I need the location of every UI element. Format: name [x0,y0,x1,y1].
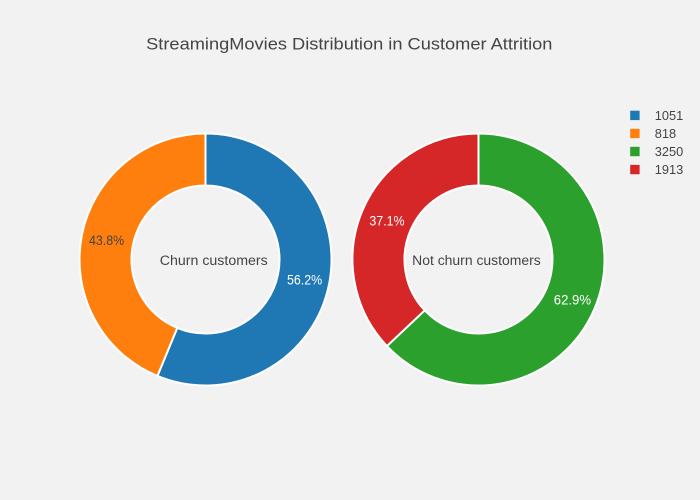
svg-text:StreamingMovies Distribution i: StreamingMovies Distribution in Customer… [146,35,552,54]
svg-text:Churn customers: Churn customers [160,253,268,268]
svg-text:56.2%: 56.2% [287,273,322,288]
svg-text:1051: 1051 [655,108,683,123]
svg-text:3250: 3250 [655,144,683,159]
svg-text:37.1%: 37.1% [369,214,404,229]
svg-text:62.9%: 62.9% [554,293,591,308]
svg-text:Not churn customers: Not churn customers [412,253,541,268]
svg-text:818: 818 [655,126,676,141]
svg-text:1913: 1913 [655,162,683,177]
svg-text:43.8%: 43.8% [89,233,124,248]
